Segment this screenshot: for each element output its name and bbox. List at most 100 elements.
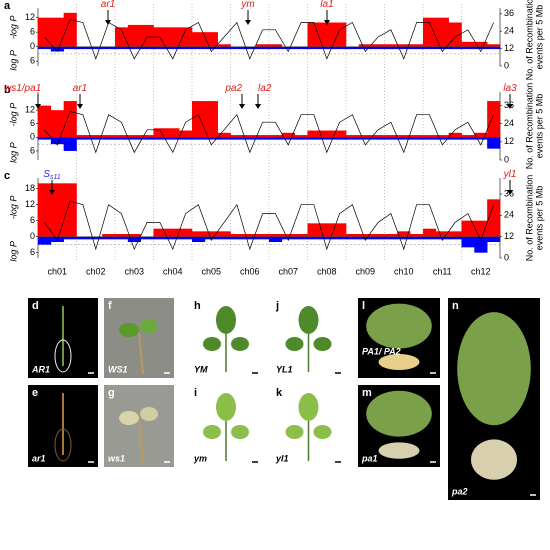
reverse-bar [307,236,321,240]
reverse-bar [256,236,270,240]
reverse-bar [281,236,295,240]
association-bar [38,105,52,138]
reverse-bar [474,236,488,253]
reverse-bar [38,46,52,50]
reverse-bar [487,137,501,149]
reverse-bar [410,236,424,240]
association-bar [435,17,449,47]
chromosome-label: ch08 [317,266,337,276]
reverse-bar [384,46,398,50]
arrow-head [507,104,513,109]
association-bar [153,128,167,138]
leaf [119,411,139,425]
association-bar [435,135,449,138]
reverse-bar [127,46,141,50]
gene-subscript: s11 [50,174,61,181]
reverse-bar [76,137,90,140]
association-bar [269,44,283,47]
y2-tick-label: 12 [504,136,514,146]
panel-label: i [194,387,197,399]
reverse-bar [89,137,103,140]
gene-annotation: pa2 [224,83,242,94]
leaf [140,319,158,333]
association-bar [371,135,385,138]
gene-name: ar1 [101,0,115,10]
association-bar [474,220,488,237]
reverse-bar [320,236,334,240]
gene-annotation: la3 [503,83,517,94]
gene-annotation: la2 [258,83,272,94]
association-bar [256,44,270,47]
association-bar [89,135,103,138]
reverse-bar [333,137,347,140]
reverse-bar [461,46,475,50]
chromosome-label: ch12 [471,266,491,276]
leaf [285,425,304,439]
gene-annotation: ym [240,0,254,10]
y2-tick-label: 0 [504,252,509,262]
association-bar [333,22,347,47]
association-bar [38,183,52,237]
panel-label: a [4,0,11,12]
reverse-bar [204,46,218,50]
y2-tick-label: 12 [504,43,514,53]
association-bar [217,231,231,237]
reverse-bar [179,236,193,240]
y-label: log P [8,50,18,71]
gene-annotation: ar1 [101,0,115,10]
panel-label: l [362,300,365,312]
association-bar [320,223,334,237]
arrow-head [49,190,55,195]
chromosome-label: ch05 [201,266,221,276]
reverse-bar [230,236,244,240]
chromosome-label: ch01 [47,266,67,276]
reverse-bar [256,137,270,140]
chromosome-label: ch04 [163,266,183,276]
association-bar [397,231,411,237]
association-bar [307,130,321,138]
association-bar [127,234,141,237]
association-bar [63,101,77,138]
y-tick-label: 6 [30,27,35,37]
association-bar [307,223,321,237]
recombination-line [44,200,494,251]
reverse-bar [423,236,437,240]
reverse-bar [115,46,129,50]
association-bar [204,101,218,138]
association-bar [166,228,180,237]
reverse-bar [397,236,411,240]
association-bar [423,228,437,237]
association-bar [50,17,64,47]
association-bar [487,44,501,47]
association-bar [346,135,360,138]
association-bar [474,132,488,138]
photo-caption: yl1 [275,453,289,463]
reverse-bar [371,46,385,50]
reverse-bar [192,46,206,50]
association-bar [384,44,398,47]
photo-caption: pa1 [361,453,378,463]
reverse-bar [192,236,206,242]
gene-name: la1 [320,0,333,10]
reverse-bar [487,236,501,242]
reverse-bar [269,236,283,242]
recombination-line [44,19,494,60]
arrow-head [35,104,41,109]
reverse-bar [127,236,141,242]
gene-name: ar1 [73,83,87,94]
association-bar [410,234,424,237]
association-bar [179,130,193,138]
panel-label: c [4,170,10,182]
y-tick-label: 6 [30,118,35,128]
y-tick-label: 12 [25,105,35,115]
leaf [140,407,158,421]
association-bar [461,41,475,47]
reverse-bar [179,46,193,50]
leaf [203,425,221,439]
leaf [285,337,304,351]
y-tick-label: 6 [30,247,35,257]
y2-tick-label: 12 [504,231,514,241]
reverse-bar [217,236,231,240]
reverse-bar [89,46,103,50]
